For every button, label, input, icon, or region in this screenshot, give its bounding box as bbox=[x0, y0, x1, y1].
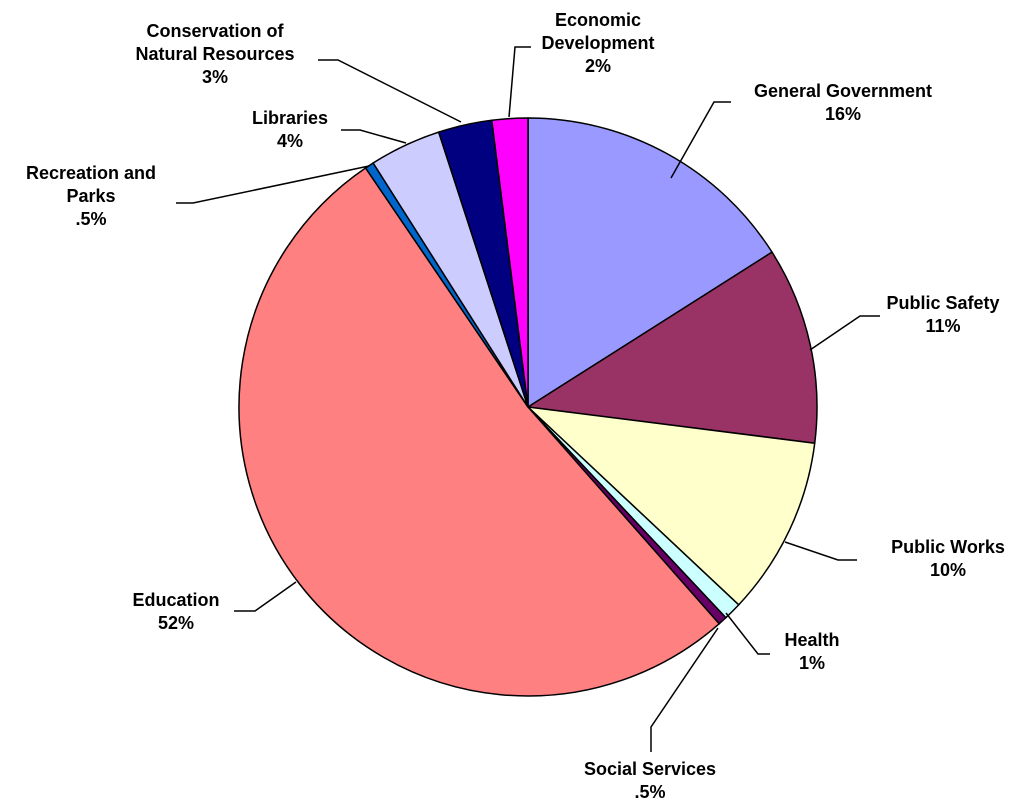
slice-label: Public Works 10% bbox=[891, 537, 1005, 580]
leader-line bbox=[318, 59, 462, 123]
leader-line bbox=[784, 541, 857, 561]
slice-percent-label: 1% bbox=[799, 653, 825, 673]
leader-line bbox=[670, 101, 731, 179]
slice-percent-label: 52% bbox=[158, 613, 194, 633]
pie-slice-economic-development bbox=[490, 117, 529, 408]
slice-percent-label: 10% bbox=[930, 560, 966, 580]
slice-percent-label: 3% bbox=[202, 67, 228, 87]
slice-percent-label: .5% bbox=[634, 782, 665, 802]
labels-layer: General Government 16%Public Safety 11%Pub… bbox=[26, 10, 1005, 802]
slice-name-label: Development bbox=[541, 33, 654, 53]
slice-name-label: Conservation of bbox=[146, 21, 284, 41]
slice-label: Libraries 4% bbox=[252, 108, 328, 151]
slice-label: Economic Development 2% bbox=[541, 10, 654, 76]
leader-line bbox=[176, 165, 370, 204]
leader-line bbox=[725, 612, 770, 655]
leader-line bbox=[234, 581, 297, 612]
slice-label: Social Services .5% bbox=[584, 759, 716, 802]
slice-name-label: Education bbox=[132, 590, 219, 610]
leader-line bbox=[341, 129, 407, 144]
slice-name-label: Public Works bbox=[891, 537, 1005, 557]
slice-percent-label: 4% bbox=[277, 131, 303, 151]
leader-lines-layer bbox=[176, 46, 880, 752]
pie-slice-general-government bbox=[527, 117, 774, 409]
slice-label: Recreation and Parks .5% bbox=[26, 163, 156, 229]
slice-percent-label: 2% bbox=[585, 56, 611, 76]
leader-line bbox=[650, 627, 719, 752]
slice-label: Health 1% bbox=[784, 630, 839, 673]
slice-name-label: General Government bbox=[754, 81, 932, 101]
slice-name-label: Parks bbox=[66, 186, 115, 206]
pie-slice-public-safety bbox=[525, 251, 818, 445]
slice-label: Public Safety 11% bbox=[886, 293, 999, 336]
slice-name-label: Recreation and bbox=[26, 163, 156, 183]
slice-percent-label: .5% bbox=[75, 209, 106, 229]
slice-label: Education 52% bbox=[132, 590, 219, 633]
slice-name-label: Health bbox=[784, 630, 839, 650]
slice-name-label: Economic bbox=[555, 10, 641, 30]
slice-name-label: Social Services bbox=[584, 759, 716, 779]
slice-percent-label: 11% bbox=[925, 316, 960, 336]
slice-percent-label: 16% bbox=[825, 104, 861, 124]
pie-slice-education bbox=[238, 166, 721, 697]
slice-label: General Government 16% bbox=[754, 81, 932, 124]
slice-name-label: Libraries bbox=[252, 108, 328, 128]
leader-line bbox=[508, 46, 531, 118]
leader-line bbox=[809, 315, 880, 351]
slice-name-label: Public Safety bbox=[886, 293, 999, 313]
slices-layer bbox=[238, 117, 818, 697]
slice-name-label: Natural Resources bbox=[135, 44, 294, 64]
slice-label: Conservation of Natural Resources 3% bbox=[135, 21, 294, 87]
pie-slice-public-works bbox=[525, 405, 816, 606]
